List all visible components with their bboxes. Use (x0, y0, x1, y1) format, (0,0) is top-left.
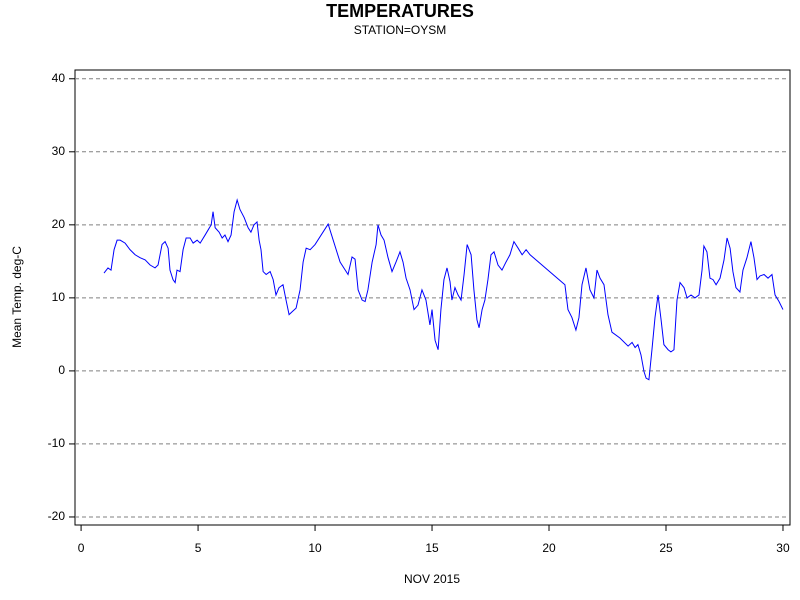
y-tick-label: 0 (58, 363, 65, 377)
x-tick-label: 10 (308, 541, 322, 555)
x-tick-label: 30 (776, 541, 790, 555)
y-axis-label: Mean Temp. deg-C (10, 246, 24, 348)
data-line (103, 198, 784, 381)
y-tick-label: 30 (52, 144, 66, 158)
x-tick-label: 0 (78, 541, 85, 555)
x-tick-label: 25 (659, 541, 673, 555)
y-tick-label: 40 (52, 71, 66, 85)
x-axis-label: NOV 2015 (404, 572, 460, 586)
y-tick-label: -10 (48, 436, 66, 450)
y-tick-label: 10 (52, 290, 66, 304)
x-tick-label: 20 (542, 541, 556, 555)
chart-title: TEMPERATURES (326, 1, 474, 21)
x-tick-label: 15 (425, 541, 439, 555)
chart-subtitle: STATION=OYSM (354, 23, 447, 37)
x-tick-label: 5 (195, 541, 202, 555)
y-tick-label: 20 (52, 217, 66, 231)
y-tick-label: -20 (48, 509, 66, 523)
